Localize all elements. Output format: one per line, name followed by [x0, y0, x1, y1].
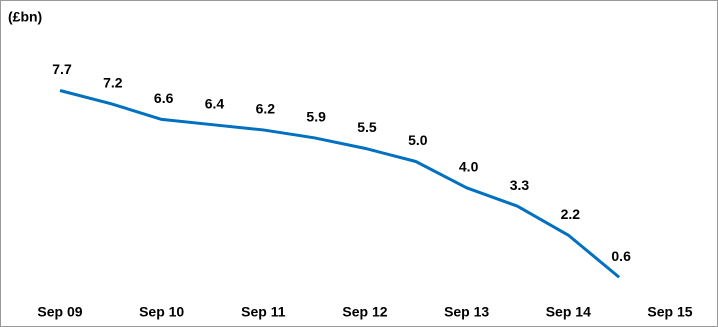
x-tick-label: Sep 11 [241, 304, 286, 320]
data-label: 7.7 [52, 61, 72, 77]
x-tick-label: Sep 09 [37, 304, 82, 320]
data-label: 5.9 [306, 109, 326, 125]
x-tick-label: Sep 10 [139, 304, 184, 320]
data-label: 7.2 [103, 74, 123, 90]
chart-title: (£bn) [8, 9, 42, 25]
x-tick-label: Sep 14 [546, 304, 591, 320]
data-label: 6.2 [256, 101, 276, 117]
data-label: 5.0 [408, 132, 428, 148]
line [59, 89, 621, 279]
data-label: 6.4 [205, 95, 225, 111]
data-label: 3.3 [510, 177, 530, 193]
data-label: 2.2 [561, 206, 581, 222]
x-tick-label: Sep 15 [647, 304, 692, 320]
x-tick-label: Sep 13 [444, 304, 489, 320]
data-label: 4.0 [459, 159, 479, 175]
data-label: 6.6 [154, 90, 174, 106]
data-label: 5.5 [357, 119, 377, 135]
x-tick-label: Sep 12 [342, 304, 387, 320]
data-label: 0.6 [611, 248, 631, 264]
